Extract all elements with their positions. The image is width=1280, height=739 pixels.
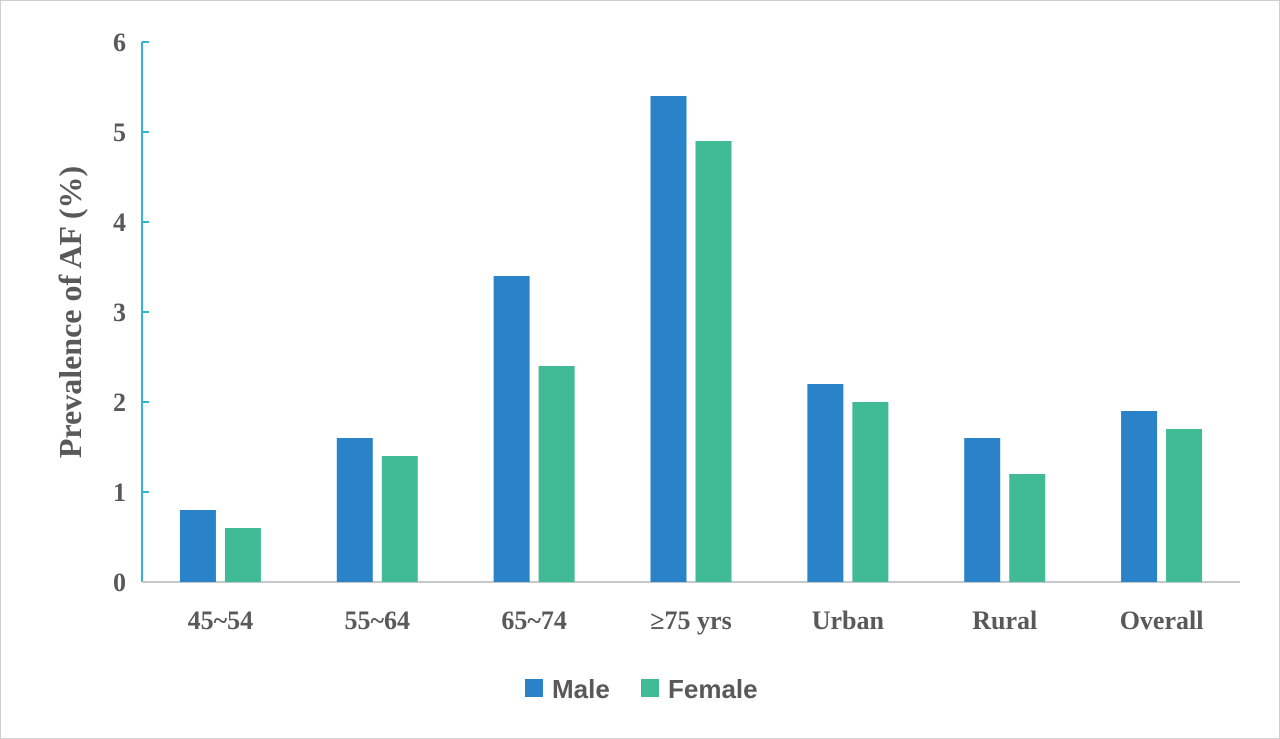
bar-female-5 (1009, 474, 1046, 582)
x-tick-label: 65~74 (501, 606, 567, 635)
x-tick-label: Overall (1120, 606, 1204, 635)
y-tick-label: 5 (113, 118, 126, 147)
y-axis: 0 1 2 3 4 5 6 (113, 28, 149, 597)
legend-swatch-female (641, 679, 659, 697)
y-tick-label: 2 (113, 388, 126, 417)
bar-female-6 (1166, 429, 1203, 582)
y-tick-label: 0 (113, 568, 126, 597)
y-tick-label: 1 (113, 478, 126, 507)
bar-male-1 (336, 438, 373, 582)
x-tick-label: 55~64 (345, 606, 411, 635)
legend: Male Female (525, 674, 758, 704)
y-tick-label: 4 (113, 208, 126, 237)
legend-label-female: Female (668, 674, 758, 704)
bar-female-1 (381, 456, 418, 582)
bar-male-6 (1121, 411, 1158, 582)
y-axis-title: Prevalence of AF (%) (52, 166, 88, 458)
bar-female-0 (224, 528, 261, 582)
bars (179, 96, 1203, 582)
category-labels: 45~54 55~64 65~74 ≥75 yrs Urban Rural Overall (188, 606, 1204, 635)
bar-female-3 (695, 141, 732, 582)
bar-male-4 (807, 384, 844, 582)
legend-swatch-male (525, 679, 543, 697)
legend-label-male: Male (552, 674, 610, 704)
bar-female-2 (538, 366, 575, 582)
bar-female-4 (852, 402, 889, 582)
bar-male-2 (493, 276, 530, 582)
x-tick-label: Urban (812, 606, 885, 635)
bar-male-5 (964, 438, 1001, 582)
x-tick-label: ≥75 yrs (650, 606, 731, 635)
bar-male-3 (650, 96, 687, 582)
x-tick-label: 45~54 (188, 606, 254, 635)
bar-male-0 (179, 510, 216, 582)
y-tick-label: 3 (113, 298, 126, 327)
y-tick-label: 6 (113, 28, 126, 57)
x-tick-label: Rural (972, 606, 1037, 635)
